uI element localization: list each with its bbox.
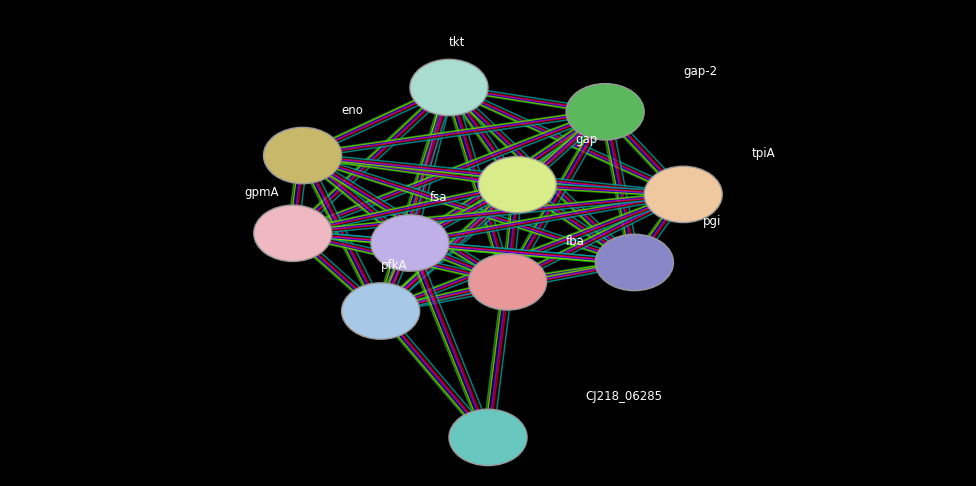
Text: pgi: pgi [703,215,721,228]
Ellipse shape [254,205,332,261]
Text: tpiA: tpiA [752,147,775,160]
Text: gap-2: gap-2 [683,65,717,78]
Ellipse shape [410,59,488,116]
Ellipse shape [468,254,547,310]
Ellipse shape [566,84,644,140]
Ellipse shape [644,166,722,223]
Ellipse shape [371,215,449,271]
Text: gap: gap [576,133,598,146]
Text: tkt: tkt [449,35,466,49]
Text: CJ218_06285: CJ218_06285 [586,390,663,403]
Ellipse shape [264,127,342,184]
Ellipse shape [595,234,673,291]
Ellipse shape [478,156,556,213]
Ellipse shape [449,409,527,466]
Text: pfkA: pfkA [381,259,407,272]
Text: eno: eno [342,104,363,117]
Ellipse shape [342,283,420,339]
Text: gpmA: gpmA [244,186,278,199]
Text: fsa: fsa [429,191,447,204]
Text: fba: fba [566,235,585,248]
